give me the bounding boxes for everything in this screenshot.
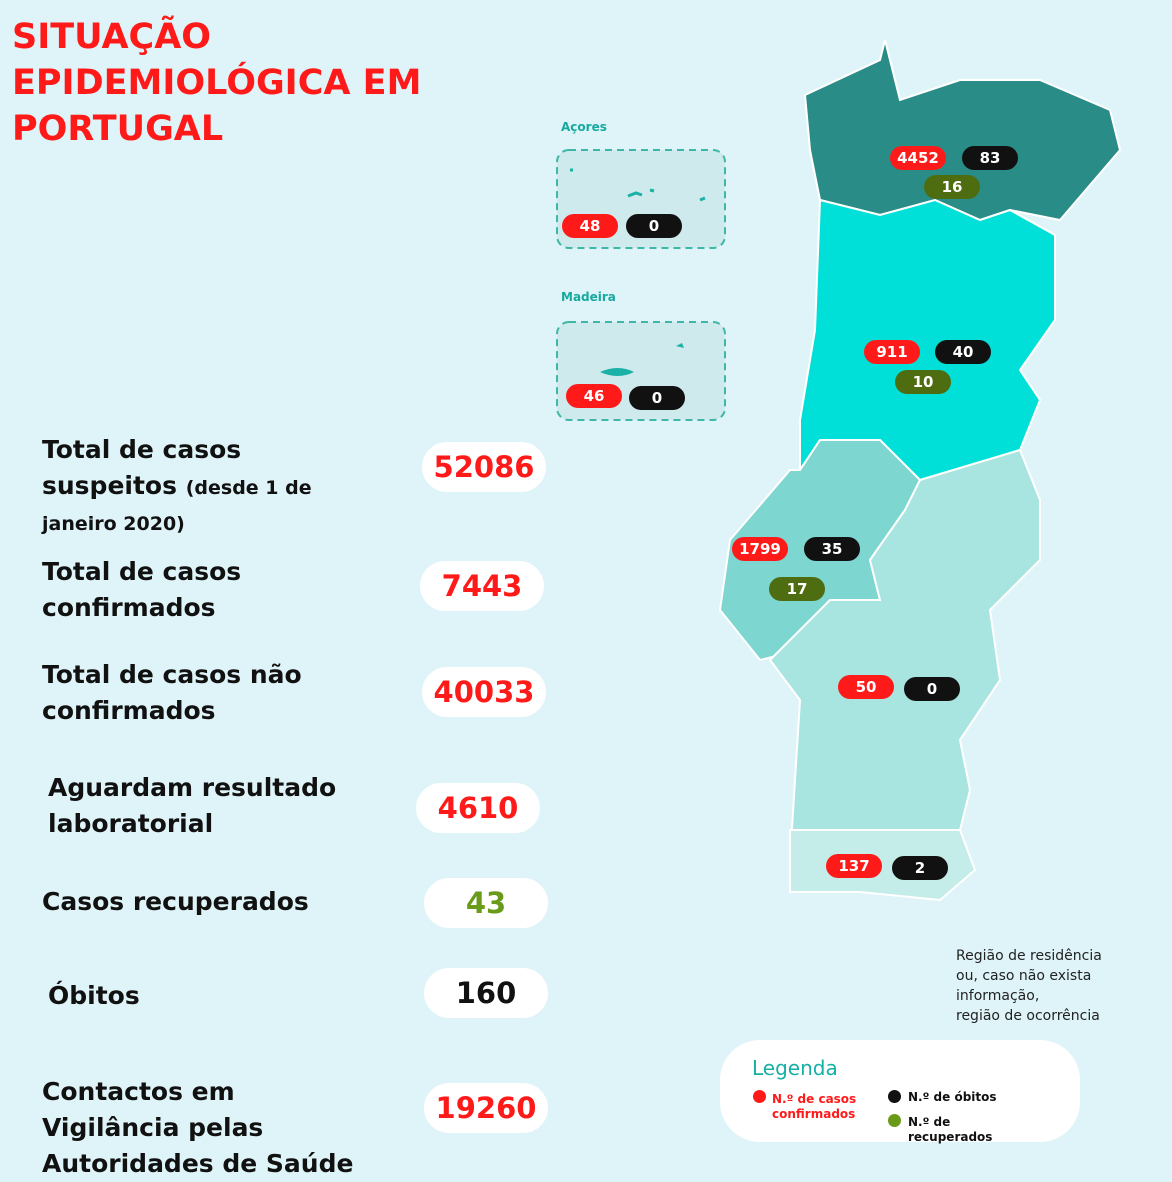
legend-item: N.º de casos confirmados	[772, 1092, 857, 1121]
note-line: região de ocorrência	[956, 1008, 1100, 1024]
legend-dot	[888, 1090, 901, 1103]
badge: 137	[826, 854, 882, 878]
stat-label: Total de casos não confirmados	[42, 657, 372, 729]
stat-label: Contactos em Vigilância pelas Autoridade…	[42, 1074, 372, 1182]
island-name: Madeira	[561, 290, 616, 304]
badge: 911	[864, 340, 920, 364]
mainland	[718, 39, 1122, 902]
badge: 48	[562, 214, 618, 238]
badge: 40	[935, 340, 991, 364]
note-line: ou, caso não exista informação,	[956, 968, 1092, 1004]
title: SITUAÇÃO EPIDEMIOLÓGICA EM PORTUGAL	[12, 17, 422, 149]
region-note: Região de residência ou, caso não exista…	[956, 946, 1172, 1026]
legend-dot	[753, 1090, 766, 1103]
page: SITUAÇÃO EPIDEMIOLÓGICA EM PORTUGAL Regi…	[12, 17, 1172, 1178]
stat-value: 7443	[420, 561, 544, 611]
badge: 0	[629, 386, 685, 410]
legend: Legenda N.º de casos confirmados N.º de …	[720, 1040, 1080, 1144]
region-centre	[799, 198, 1056, 482]
madeira-shape	[600, 343, 684, 376]
stat-label-text: Total de casos confirmados	[42, 557, 242, 622]
badge: 1799	[732, 537, 788, 561]
stat-label-text: Contactos em Vigilância pelas Autoridade…	[42, 1077, 354, 1178]
stat-note: (desde 1 de janeiro 2020)	[42, 477, 312, 535]
stat-value: 40033	[422, 667, 546, 717]
badge: 50	[838, 675, 894, 699]
region-algarve	[789, 829, 977, 902]
stat-value: 43	[424, 878, 548, 928]
island-frames	[556, 149, 726, 421]
note-line: Região de residência	[956, 948, 1102, 964]
stat-value: 4610	[416, 783, 540, 833]
stat-label: Aguardam resultado laboratorial	[48, 770, 378, 842]
stat-label: Total de casos suspeitos (desde 1 de jan…	[42, 432, 372, 540]
badge: 4452	[890, 146, 946, 170]
badge: 2	[892, 856, 948, 880]
legend-title: Legenda	[752, 1056, 838, 1080]
legend-item: N.º de óbitos	[908, 1090, 997, 1104]
stat-label-text: Aguardam resultado laboratorial	[48, 773, 337, 838]
badge: 46	[566, 384, 622, 408]
badge: 83	[962, 146, 1018, 170]
stat-label: Óbitos	[48, 978, 378, 1014]
badge: 17	[769, 577, 825, 601]
map	[556, 39, 1122, 902]
badge: 0	[904, 677, 960, 701]
azores-shape	[570, 168, 706, 202]
legend-dot	[888, 1114, 901, 1127]
stat-value: 52086	[422, 442, 546, 492]
stat-label-text: Óbitos	[48, 981, 140, 1010]
badge: 10	[895, 370, 951, 394]
legend-item: N.º de recuperados	[908, 1115, 993, 1144]
stat-label-text: Total de casos suspeitos	[42, 435, 242, 500]
infographic: SITUAÇÃO EPIDEMIOLÓGICA EM PORTUGAL Regi…	[12, 17, 1172, 1178]
stat-label-text: Total de casos não confirmados	[42, 660, 302, 725]
stat-label-text: Casos recuperados	[42, 887, 309, 916]
badge: 16	[924, 175, 980, 199]
stat-value: 160	[424, 968, 548, 1018]
island-name: Açores	[561, 120, 607, 134]
stat-label: Casos recuperados	[42, 884, 372, 920]
badge: 35	[804, 537, 860, 561]
stat-label: Total de casos confirmados	[42, 554, 372, 626]
badge: 0	[626, 214, 682, 238]
stat-value: 19260	[424, 1083, 548, 1133]
